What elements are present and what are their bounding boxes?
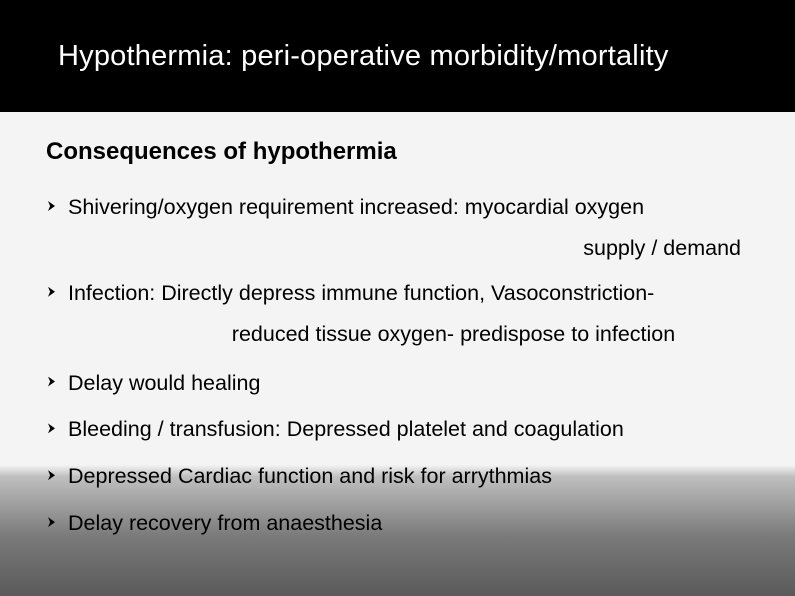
bullet-text: Infection: Directly depress immune funct…: [68, 281, 654, 305]
list-item: Infection: Directly depress immune funct…: [46, 280, 749, 348]
bullet-text: Shivering/oxygen requirement increased: …: [68, 195, 644, 219]
bullet-text: Delay recovery from anaesthesia: [68, 511, 382, 535]
slide-header: Hypothermia: peri-operative morbidity/mo…: [0, 0, 795, 112]
slide-title: Hypothermia: peri-operative morbidity/mo…: [58, 40, 669, 73]
bullet-text-cont: reduced tissue oxygen- predispose to inf…: [68, 321, 749, 348]
slide-content: Consequences of hypothermia Shivering/ox…: [0, 112, 795, 537]
bullet-text: Bleeding / transfusion: Depressed platel…: [68, 417, 624, 441]
list-item: Delay recovery from anaesthesia: [46, 510, 749, 537]
bullet-text: Depressed Cardiac function and risk for …: [68, 464, 552, 488]
bullet-text: Delay would healing: [68, 371, 260, 395]
list-item: Bleeding / transfusion: Depressed platel…: [46, 416, 749, 443]
bullet-text-cont: supply / demand: [68, 235, 749, 262]
subtitle: Consequences of hypothermia: [46, 138, 749, 166]
list-item: Delay would healing: [46, 370, 749, 397]
bullet-list: Shivering/oxygen requirement increased: …: [46, 194, 749, 537]
list-item: Shivering/oxygen requirement increased: …: [46, 194, 749, 262]
list-item: Depressed Cardiac function and risk for …: [46, 463, 749, 490]
